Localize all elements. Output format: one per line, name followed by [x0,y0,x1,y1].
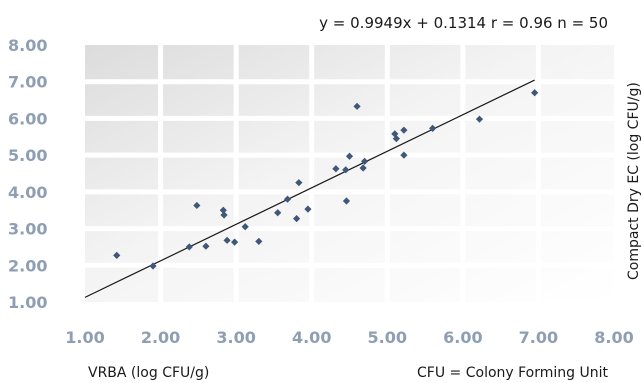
y-tick-label: 8.00 [8,36,47,55]
data-point [391,130,399,138]
x-tick-label: 8.00 [594,328,633,347]
data-point [241,223,249,231]
y-tick-label: 4.00 [8,183,47,202]
y-tick-label: 1.00 [8,293,47,312]
x-tick-label: 2.00 [141,328,180,347]
data-point [219,206,227,214]
data-point [392,135,400,143]
x-tick-label: 5.00 [368,328,407,347]
footnote: CFU = Colony Forming Unit [417,365,608,381]
data-point [353,102,361,110]
data-point [149,262,157,270]
data-point [359,164,367,172]
gridlines [85,45,614,302]
data-point [293,215,301,223]
data-point [475,115,484,123]
data-point [295,179,303,187]
x-tick-label: 4.00 [292,328,331,347]
data-point [185,243,193,251]
data-points [113,89,539,270]
data-point [531,89,539,97]
data-point [113,251,121,259]
y-tick-label: 7.00 [8,73,47,92]
data-point [193,201,201,210]
y-tick-label: 6.00 [8,109,47,128]
data-point [400,151,408,159]
data-point [342,166,350,174]
regression-annotation: y = 0.9949x + 0.1314 r = 0.96 n = 50 [319,14,608,32]
data-point [223,236,231,244]
x-tick-label: 1.00 [65,328,104,347]
y-tick-label: 5.00 [8,146,47,165]
x-axis-ticks: 1.00 2.00 3.00 4.00 5.00 6.00 7.00 8.00 [65,328,633,347]
data-point [342,197,351,205]
data-point [304,205,312,213]
y-axis-label: Compact Dry EC (log CFU/g) [626,82,642,280]
data-point [400,126,408,134]
data-point [220,211,228,219]
y-tick-label: 3.00 [8,220,47,239]
trendline [84,79,535,298]
data-point [429,124,437,132]
data-point [231,238,239,246]
data-point [361,157,369,165]
data-point [255,237,263,246]
data-point [202,242,210,250]
plot-area [85,45,614,302]
data-point [332,165,340,173]
y-axis-ticks: 1.00 2.00 3.00 4.00 5.00 6.00 7.00 8.00 [8,36,47,312]
data-point [345,152,354,160]
x-tick-label: 7.00 [519,328,558,347]
data-point [274,209,282,217]
data-point [283,195,292,203]
x-axis-label: VRBA (log CFU/g) [88,365,209,381]
y-tick-label: 2.00 [8,256,47,275]
x-tick-label: 6.00 [443,328,482,347]
x-tick-label: 3.00 [216,328,255,347]
